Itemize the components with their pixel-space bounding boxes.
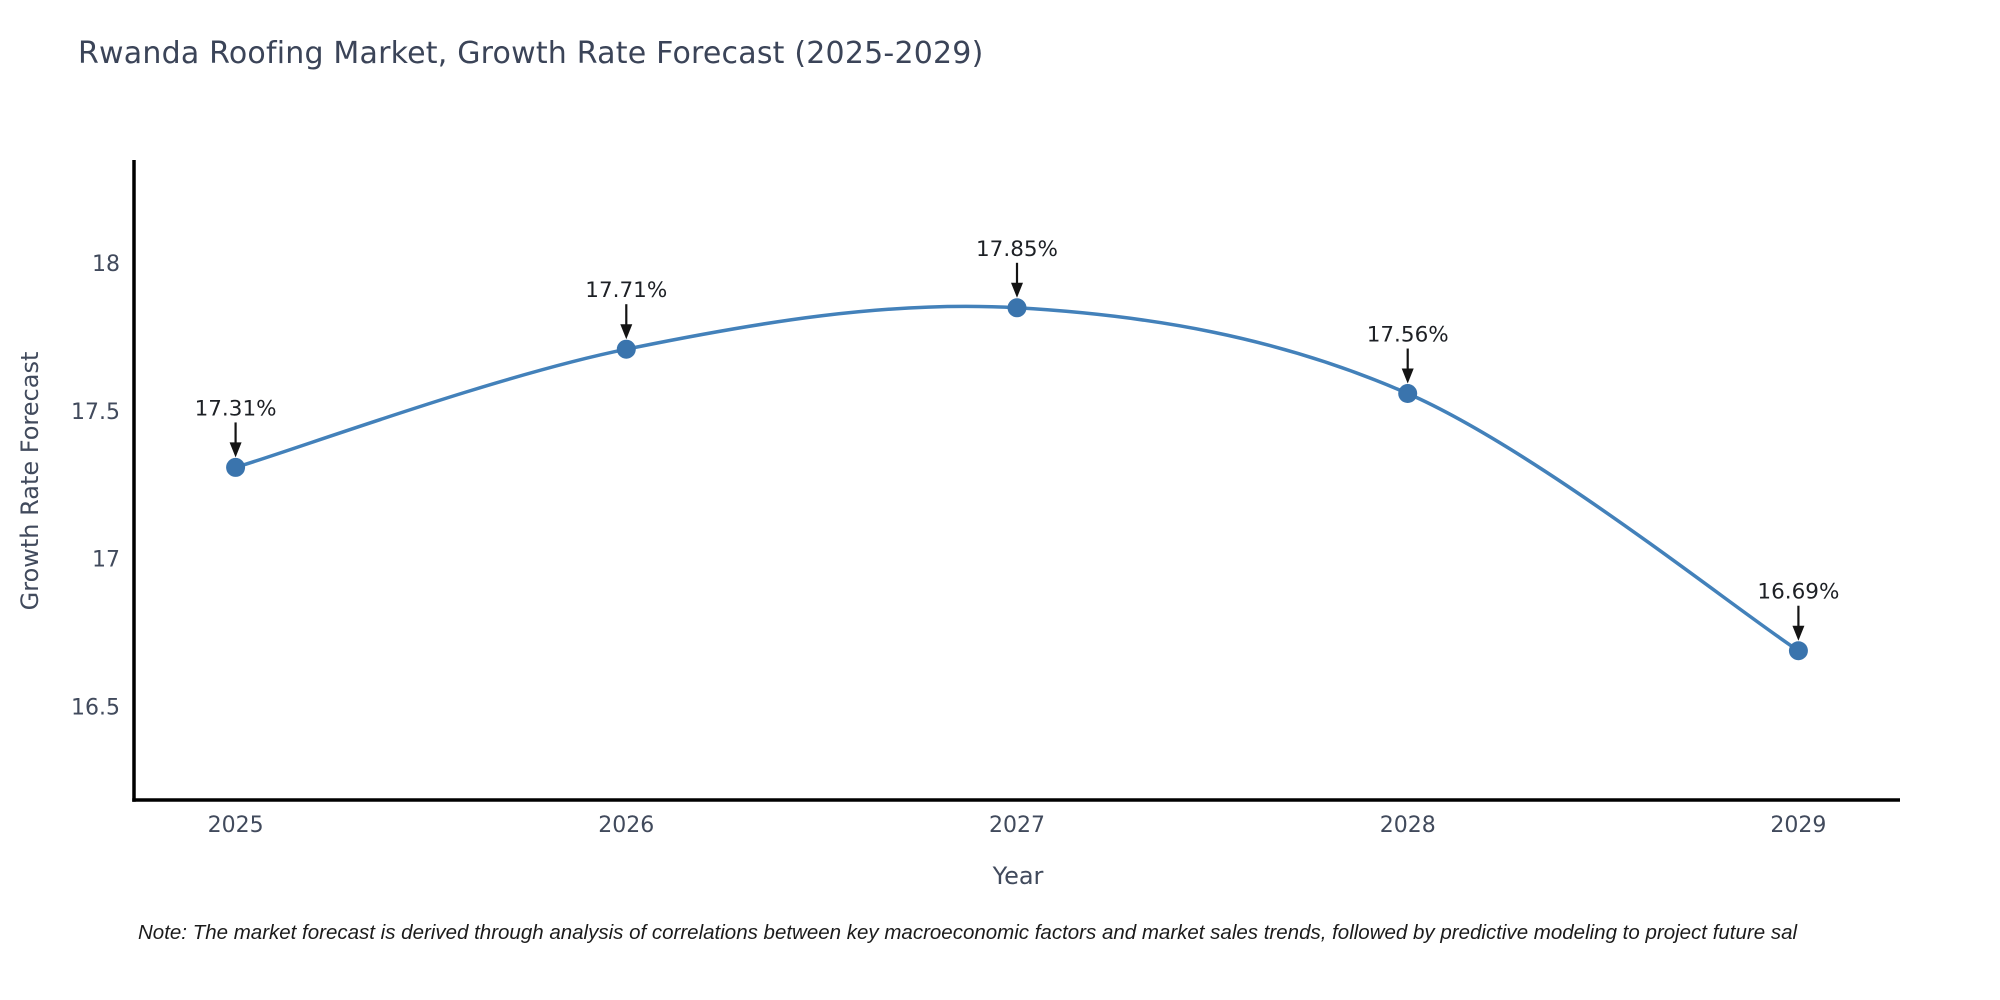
annotation-arrowhead — [1792, 625, 1805, 641]
x-tick-label: 2028 — [1380, 813, 1436, 838]
x-tick-label: 2027 — [989, 813, 1045, 838]
data-point-2028 — [1398, 384, 1418, 404]
annotation-label: 17.71% — [585, 278, 667, 303]
y-tick-label: 17.5 — [71, 400, 120, 425]
data-point-2026 — [616, 339, 636, 359]
annotation-arrowhead — [229, 442, 242, 458]
x-tick-label: 2029 — [1770, 813, 1826, 838]
y-tick-label: 17 — [92, 548, 120, 573]
methodology-note: Note: The market forecast is derived thr… — [138, 921, 1798, 944]
data-point-2027 — [1007, 298, 1027, 318]
y-tick-label: 16.5 — [71, 695, 120, 720]
y-axis-title: Growth Rate Forecast — [16, 351, 44, 611]
annotation-arrowhead — [620, 324, 633, 340]
annotation-label: 17.56% — [1367, 323, 1449, 348]
annotation-arrowhead — [1011, 282, 1023, 298]
x-tick-label: 2025 — [208, 813, 264, 838]
chart-title: Rwanda Roofing Market, Growth Rate Forec… — [78, 36, 984, 71]
annotation-label: 17.85% — [976, 237, 1058, 262]
annotation-label: 17.31% — [195, 396, 277, 421]
x-tick-label: 2026 — [598, 813, 654, 838]
series-line — [233, 304, 1801, 653]
annotation-label: 16.69% — [1757, 580, 1839, 605]
data-point-2025 — [226, 457, 246, 477]
y-tick-label: 18 — [92, 252, 120, 277]
data-point-2029 — [1788, 641, 1808, 661]
annotation-arrowhead — [1401, 368, 1414, 384]
x-axis-title: Year — [992, 862, 1044, 890]
